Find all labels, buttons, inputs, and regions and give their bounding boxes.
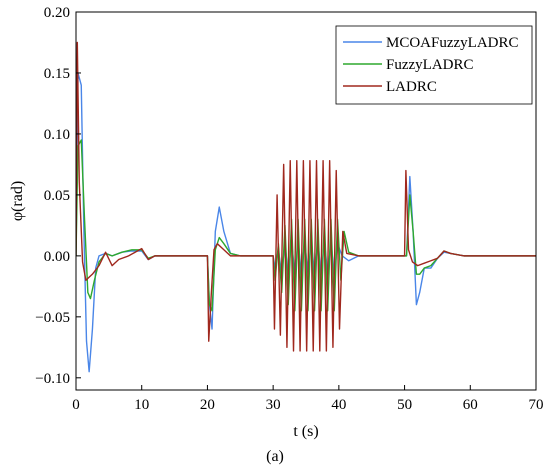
y-tick-label: 0.20: [44, 5, 70, 21]
y-tick-label: 0.10: [44, 127, 70, 143]
legend-label: LADRC: [386, 79, 437, 95]
x-tick-label: 20: [200, 397, 215, 413]
x-tick-label: 30: [266, 397, 281, 413]
legend-label: MCOAFuzzyLADRC: [386, 35, 519, 51]
plot-area: [75, 11, 537, 391]
y-tick-label: −0.05: [35, 310, 70, 326]
x-tick-label: 10: [134, 397, 149, 413]
y-tick-label: 0.00: [44, 249, 70, 265]
series-layer: [76, 41, 536, 373]
x-tick-label: 60: [463, 397, 478, 413]
x-axis: 0 10 20 30 40 50 60 70: [72, 385, 544, 413]
y-axis: −0.10 −0.05 0.00 0.05 0.10 0.15 0.20: [35, 5, 81, 387]
legend: MCOAFuzzyLADRC FuzzyLADRC LADRC: [335, 25, 533, 105]
x-tick-label: 40: [331, 397, 346, 413]
y-axis-label: φ(rad): [9, 181, 26, 221]
series-line-ladrc: [76, 41, 536, 352]
x-tick-label: 70: [529, 397, 544, 413]
x-axis-label: t (s): [293, 423, 318, 440]
legend-label: FuzzyLADRC: [386, 57, 474, 73]
y-tick-label: 0.05: [44, 188, 70, 204]
x-tick-label: 0: [72, 397, 80, 413]
figure-caption: (a): [266, 448, 284, 465]
plot-frame: [75, 11, 537, 391]
y-tick-label: 0.15: [44, 66, 70, 82]
legend-box: [335, 25, 533, 105]
y-tick-label: −0.10: [35, 371, 70, 387]
x-tick-label: 50: [397, 397, 412, 413]
